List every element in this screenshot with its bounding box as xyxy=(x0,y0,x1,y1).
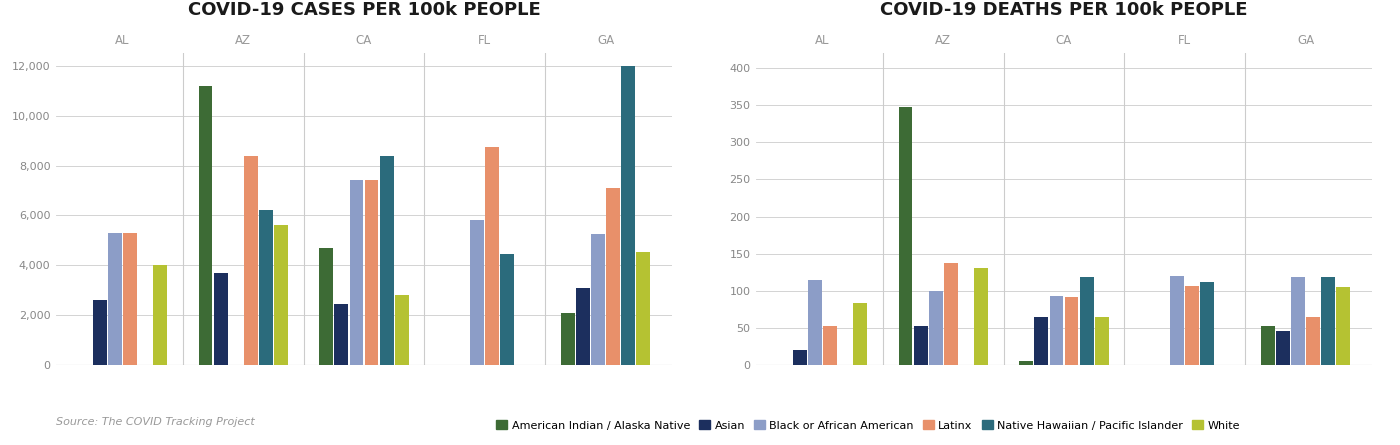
Text: GA: GA xyxy=(1296,34,1315,47)
Bar xyxy=(108,233,122,365)
Bar xyxy=(1322,277,1336,365)
Bar xyxy=(606,188,620,365)
Bar xyxy=(244,156,258,365)
Bar xyxy=(214,273,228,365)
Bar xyxy=(92,300,106,365)
Bar xyxy=(1337,287,1350,365)
Bar xyxy=(274,225,288,365)
Bar xyxy=(1186,286,1200,365)
Text: AL: AL xyxy=(115,34,130,47)
Bar xyxy=(944,263,958,365)
Text: AZ: AZ xyxy=(935,34,951,47)
Bar xyxy=(379,156,393,365)
Bar xyxy=(1050,296,1064,365)
Text: Source: The COVID Tracking Project: Source: The COVID Tracking Project xyxy=(56,417,255,427)
Bar xyxy=(500,254,514,365)
Bar xyxy=(1064,297,1078,365)
Bar xyxy=(792,350,806,365)
Bar xyxy=(808,279,822,365)
Text: GA: GA xyxy=(596,34,615,47)
Bar xyxy=(591,234,605,365)
Bar xyxy=(899,107,913,365)
Bar xyxy=(364,181,378,365)
Bar xyxy=(395,295,409,365)
Bar xyxy=(561,312,575,365)
Bar xyxy=(470,220,484,365)
Text: FL: FL xyxy=(1179,34,1191,47)
Bar xyxy=(199,86,213,365)
Text: AZ: AZ xyxy=(235,34,251,47)
Title: COVID-19 CASES PER 100k PEOPLE: COVID-19 CASES PER 100k PEOPLE xyxy=(188,0,540,19)
Bar xyxy=(335,304,349,365)
Text: CA: CA xyxy=(356,34,372,47)
Bar xyxy=(1170,276,1184,365)
Bar xyxy=(1261,326,1275,365)
Bar xyxy=(486,147,500,365)
Bar xyxy=(637,251,650,365)
Bar xyxy=(319,248,333,365)
Bar xyxy=(1079,277,1093,365)
Bar xyxy=(350,181,364,365)
Bar xyxy=(259,210,273,365)
Bar xyxy=(622,66,636,365)
Text: FL: FL xyxy=(479,34,491,47)
Bar xyxy=(853,303,867,365)
Bar xyxy=(1291,277,1305,365)
Bar xyxy=(1035,317,1049,365)
Bar xyxy=(1095,317,1109,365)
Bar xyxy=(914,326,928,365)
Bar xyxy=(1306,317,1320,365)
Bar xyxy=(928,291,942,365)
Bar xyxy=(153,265,167,365)
Legend: American Indian / Alaska Native, Asian, Black or African American, Latinx, Nativ: American Indian / Alaska Native, Asian, … xyxy=(491,416,1245,435)
Bar xyxy=(823,326,837,365)
Text: CA: CA xyxy=(1056,34,1072,47)
Bar xyxy=(575,287,589,365)
Text: AL: AL xyxy=(815,34,830,47)
Bar xyxy=(1275,331,1289,365)
Bar xyxy=(123,233,137,365)
Bar xyxy=(1200,282,1214,365)
Bar xyxy=(974,268,988,365)
Bar xyxy=(1019,361,1033,365)
Title: COVID-19 DEATHS PER 100k PEOPLE: COVID-19 DEATHS PER 100k PEOPLE xyxy=(881,0,1247,19)
